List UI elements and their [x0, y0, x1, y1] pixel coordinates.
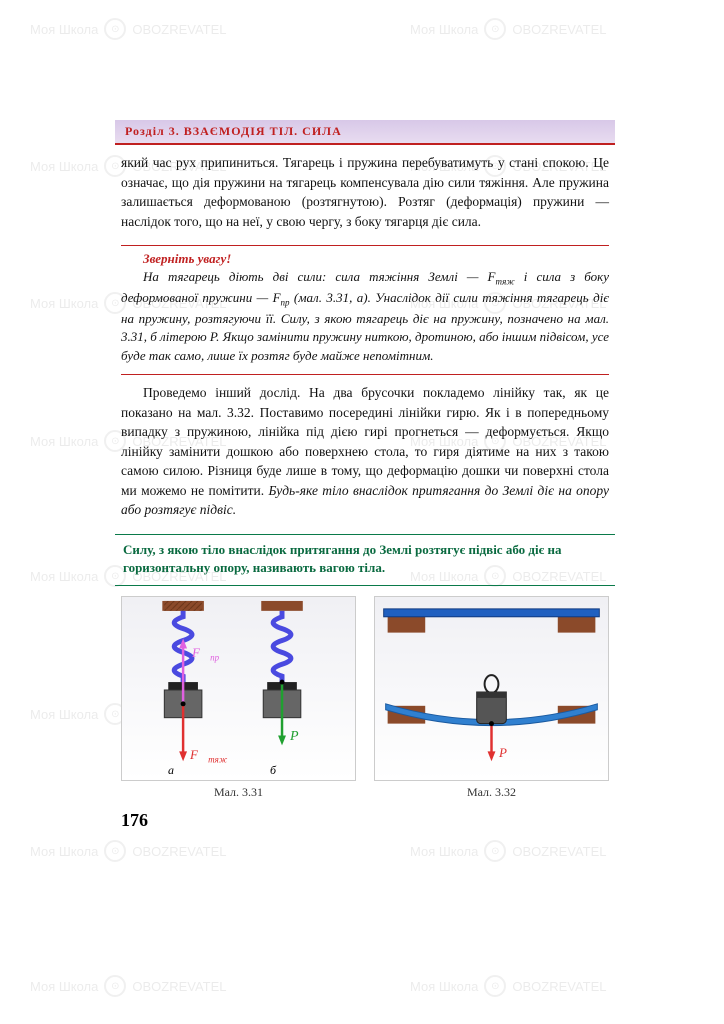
label-p-332: P: [499, 745, 507, 761]
definition-box: Силу, з якою тіло внаслідок притягання д…: [115, 535, 615, 586]
label-a: а: [168, 763, 174, 778]
figure-331-svg: [122, 597, 355, 780]
figure-331-canvas: F⃗пр F⃗тяж P а б: [121, 596, 356, 781]
figure-331: F⃗пр F⃗тяж P а б Мал. 3.31: [121, 596, 356, 800]
figure-332: P Мал. 3.32: [374, 596, 609, 800]
figure-331-caption: Мал. 3.31: [121, 785, 356, 800]
paragraph-1: який час рух припиниться. Тягарець і пру…: [115, 153, 615, 231]
label-ftyazh: F⃗тяж: [190, 747, 227, 765]
figure-332-svg: [375, 597, 608, 780]
figure-332-caption: Мал. 3.32: [374, 785, 609, 800]
attention-title: Зверніть увагу!: [143, 249, 231, 267]
label-b: б: [270, 763, 276, 778]
paragraph-2: Проведемо інший дослід. На два брусочки …: [115, 383, 615, 520]
label-p-331: P: [290, 729, 299, 745]
label-fpr: F⃗пр: [192, 645, 219, 663]
attention-text: На тягарець діють дві сили: сила тяжіння…: [121, 268, 609, 375]
page-number: 176: [115, 810, 615, 831]
section-header: Розділ 3. ВЗАЄМОДІЯ ТІЛ. СИЛА: [115, 120, 615, 145]
figures-row: F⃗пр F⃗тяж P а б Мал. 3.31: [115, 596, 615, 800]
attention-block: Зверніть увагу! На тягарець діють дві си…: [115, 245, 615, 375]
figure-332-canvas: P: [374, 596, 609, 781]
page-content: Розділ 3. ВЗАЄМОДІЯ ТІЛ. СИЛА який час р…: [115, 120, 615, 831]
